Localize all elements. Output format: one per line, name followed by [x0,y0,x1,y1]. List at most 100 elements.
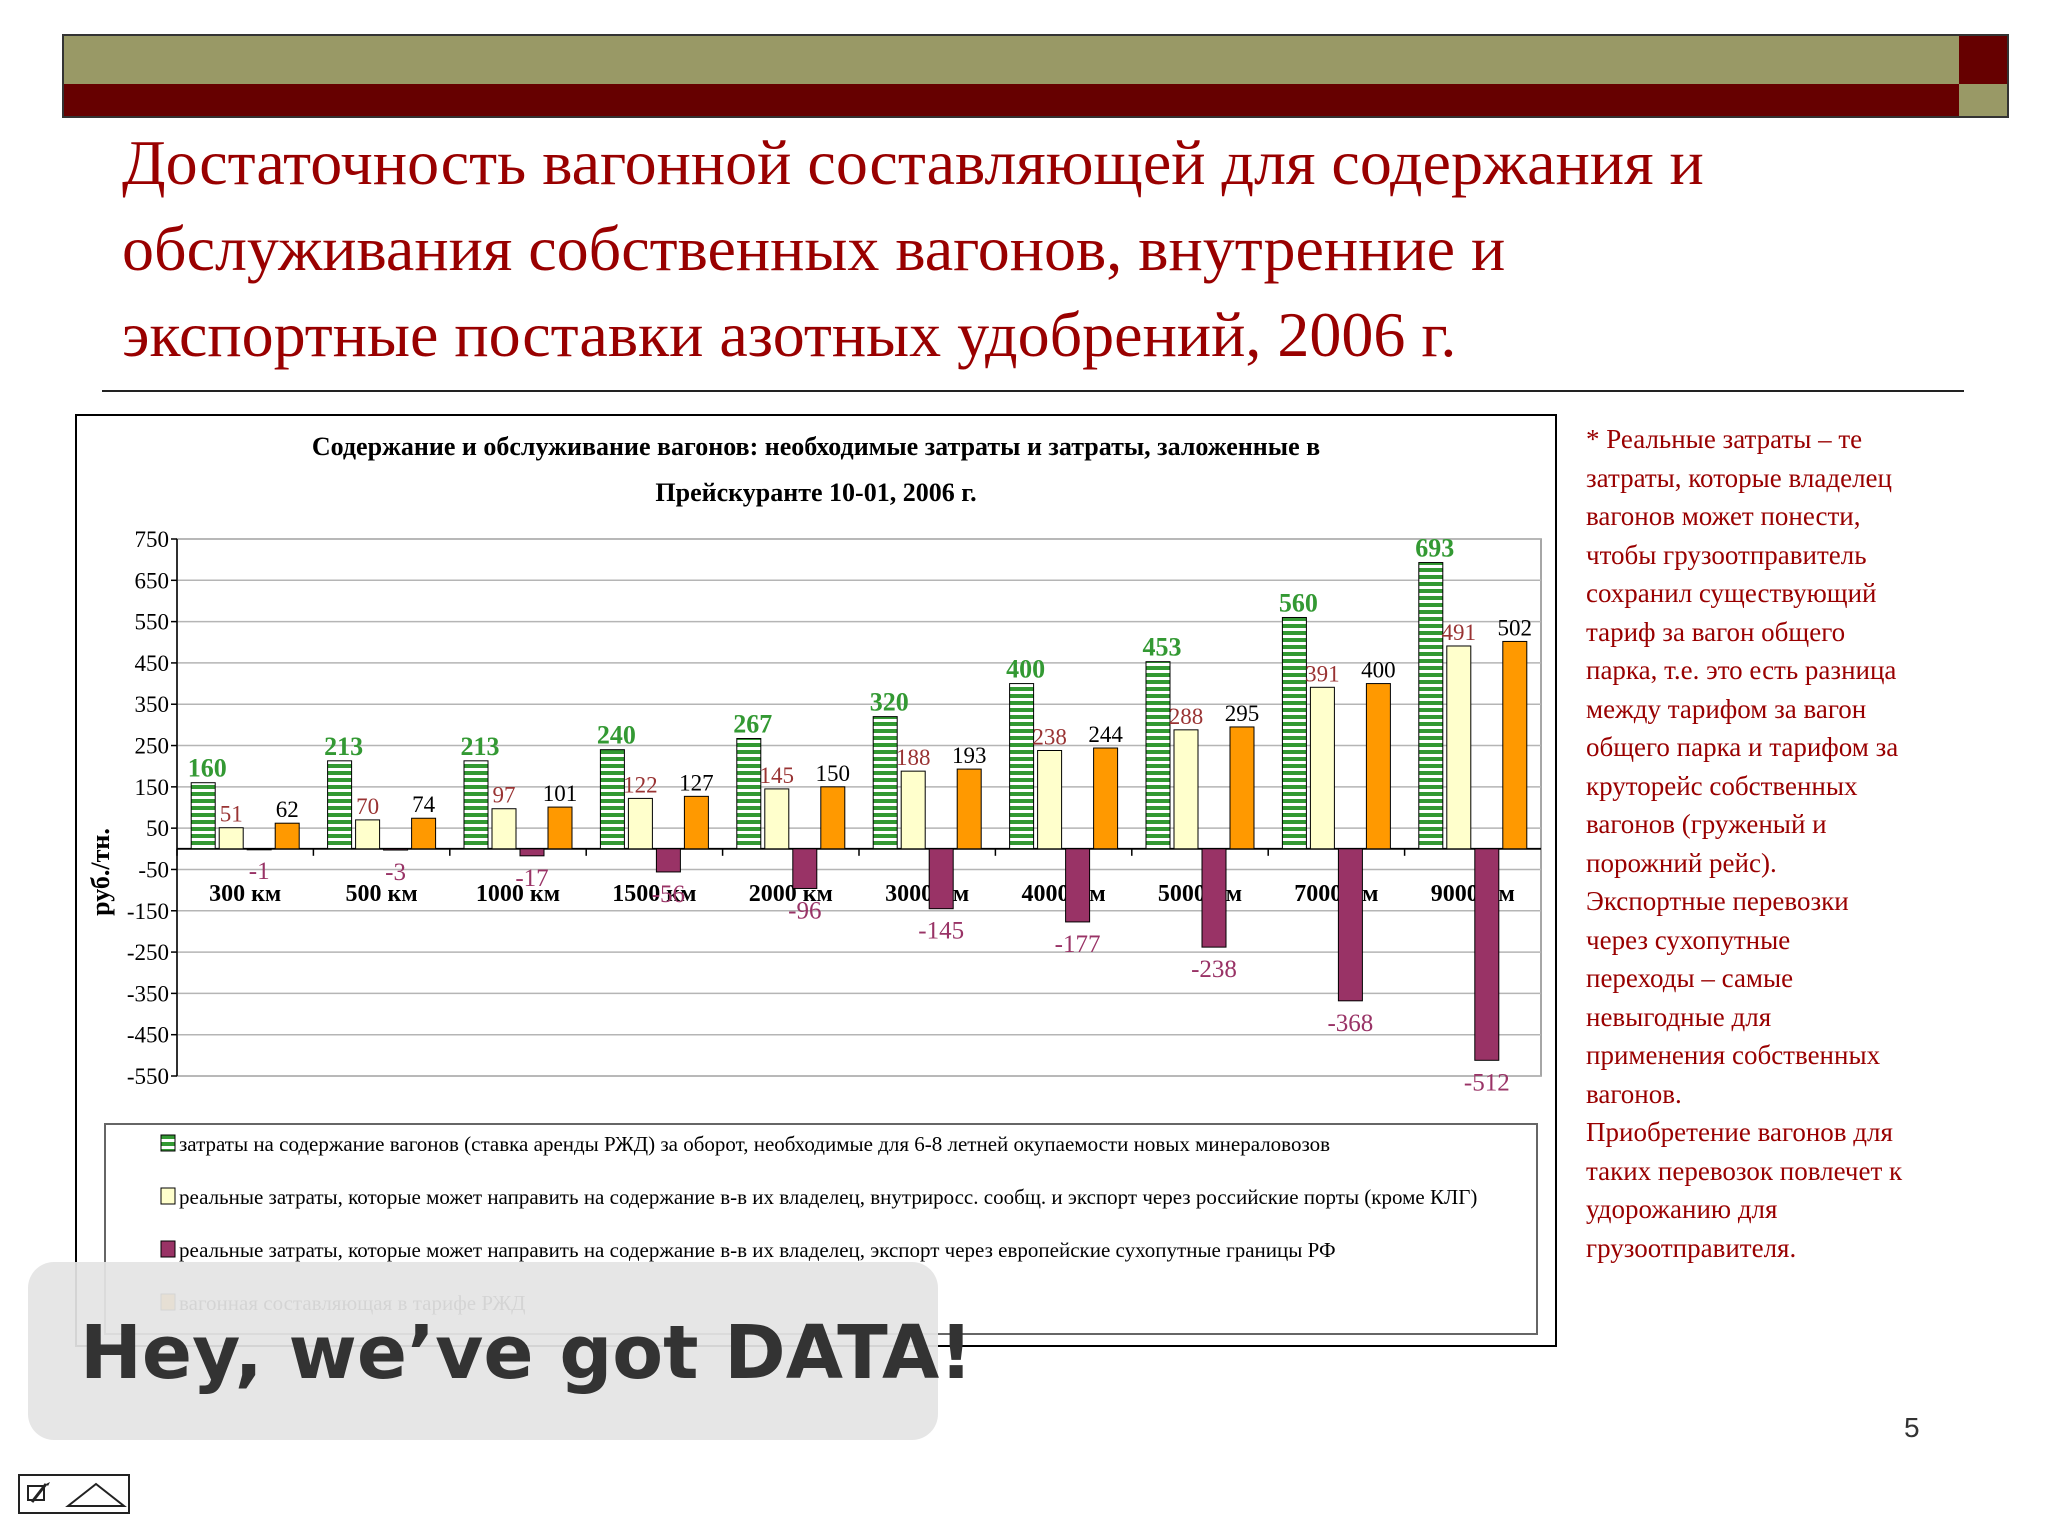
side-note-line: удорожанию для [1586,1194,1778,1224]
legend-swatch [160,1187,176,1205]
slide-title-line: экспортные поставки азотных удобрений, 2… [122,299,1457,370]
data-label: 502 [1498,615,1533,640]
y-tick-label: 650 [135,568,170,593]
side-note-line: общего парка и тарифом за [1586,732,1899,762]
bar [820,786,846,850]
side-note-line: применения собственных [1586,1040,1881,1070]
y-tick-label: 750 [135,527,170,552]
title-divider [102,390,1964,392]
bar [1474,848,1500,1061]
bar [1446,645,1472,850]
bar [491,808,517,850]
bar [1201,848,1227,948]
bar [1281,616,1307,850]
navigation-menu-icon[interactable] [65,1482,127,1507]
data-label: 295 [1225,701,1260,726]
bar [519,848,545,857]
data-label: 51 [220,802,243,827]
data-label: -177 [1055,931,1101,958]
legend-label: затраты на содержание вагонов (ставка ар… [179,1132,1330,1156]
side-note-line: сохранил существующий [1586,578,1877,608]
bar-chart: Содержание и обслуживание вагонов: необх… [86,432,1542,1335]
header-band-frame [62,34,2009,118]
x-tick-label: 500 км [346,881,418,907]
slide-title: Достаточность вагонной составляющей для … [122,120,1917,378]
side-note-line: затраты, которые владелец [1586,462,1892,493]
side-note-line: круторейс собственных [1586,770,1858,801]
data-label: 101 [543,781,578,806]
side-note-line: невыгодные для [1586,1001,1772,1032]
y-tick-label: -250 [127,940,169,965]
side-note-line: вагонов может понести, [1586,501,1861,531]
data-label: 238 [1032,724,1067,749]
bar [327,760,353,850]
y-tick-label: 50 [146,816,169,841]
bar [246,848,272,851]
y-tick-label: 350 [135,692,170,717]
header-band-olive [62,34,1959,84]
y-tick-label: 250 [135,734,170,759]
data-label: 150 [816,761,851,786]
data-label: 193 [952,743,987,768]
data-label: 453 [1143,633,1182,662]
bar [792,848,818,889]
side-note-line: грузоотправителя. [1586,1232,1797,1263]
x-tick-label: 2000 км [749,881,833,907]
x-tick-label: 3000 км [885,881,969,907]
side-note-line: чтобы грузоотправитель [1586,539,1867,570]
bar [190,782,216,850]
side-note-line: * Реальные затраты – те [1586,424,1863,454]
side-note: * Реальные затраты – те затраты, которые… [1586,420,1966,1267]
chart-title-line: Содержание и обслуживание вагонов: необх… [312,432,1320,461]
y-tick-label: -50 [138,857,169,882]
data-label: -238 [1191,956,1237,983]
bar [1065,848,1091,923]
bar [599,749,625,850]
side-note-line: вагонов (груженый и [1586,809,1827,839]
bar [736,738,762,850]
y-tick-label: -350 [127,981,169,1006]
bar [1418,562,1444,850]
bar [1309,686,1335,850]
bar [1173,729,1199,850]
bar [1009,683,1035,850]
y-tick-label: 450 [135,651,170,676]
bar [928,848,954,910]
x-tick-label: 9000 км [1431,881,1515,907]
slide-nav-widget[interactable] [18,1474,130,1514]
side-note-line: через сухопутные [1586,924,1791,955]
legend-swatch [160,1134,176,1152]
bar [683,795,709,850]
header-corner-square-olive [1959,84,2009,118]
data-label: -96 [788,897,821,924]
y-tick-label: -150 [127,899,169,924]
data-label: 213 [461,732,500,761]
data-label: 213 [324,732,363,761]
data-label: 391 [1305,661,1340,686]
data-label: -17 [515,865,548,892]
bar [764,788,790,850]
side-note-line: парка, т.е. это есть разница [1586,655,1897,685]
data-label: 74 [412,792,436,817]
bar [1093,747,1119,850]
data-label: 62 [276,797,299,822]
bar [1037,749,1063,850]
pen-menu-icon[interactable] [27,1482,50,1503]
data-label: -145 [918,918,964,945]
y-tick-label: 550 [135,610,170,635]
data-label: 491 [1442,620,1477,645]
x-tick-label: 4000 км [1022,881,1106,907]
bar [1337,848,1363,1002]
overlay-badge [28,1262,938,1440]
data-label: 320 [870,688,909,717]
overlay-badge-text: Hey, we’ve got DATA! [80,1310,973,1396]
bar [655,848,681,873]
data-label: 400 [1361,658,1396,683]
side-note-line: между тарифом за вагон [1586,693,1867,724]
data-label: 122 [623,772,658,797]
data-label: -368 [1327,1010,1373,1037]
x-tick-label: 1000 км [476,881,560,907]
bar [956,768,982,850]
bar [1229,726,1255,850]
data-label: 188 [896,745,931,770]
